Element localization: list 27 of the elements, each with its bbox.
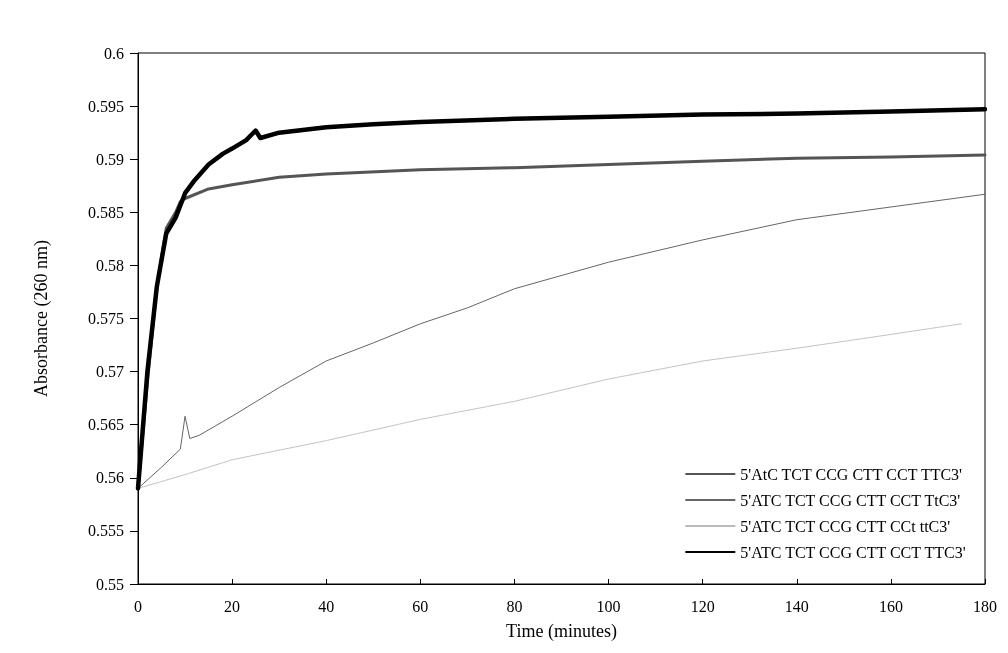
y-tick-label: 0.57 xyxy=(96,363,124,381)
x-tick-label: 100 xyxy=(596,597,621,615)
y-tick-label: 0.595 xyxy=(88,97,124,115)
y-tick-label: 0.585 xyxy=(88,203,124,221)
y-axis-title: Absorbance (260 nm) xyxy=(31,240,52,397)
y-tick-label: 0.555 xyxy=(88,522,124,540)
y-tick-label: 0.59 xyxy=(96,150,124,168)
y-tick-label: 0.55 xyxy=(96,575,124,593)
y-tick-label: 0.58 xyxy=(96,256,124,274)
x-tick-label: 40 xyxy=(318,597,335,615)
x-tick-label: 140 xyxy=(784,597,809,615)
x-tick-label: 120 xyxy=(690,597,715,615)
x-axis-title: Time (minutes) xyxy=(506,621,617,642)
legend-label: 5'AtC TCT CCG CTT CCT TTC3' xyxy=(740,465,963,483)
legend-label: 5'ATC TCT CCG CTT CCt ttC3' xyxy=(740,517,951,535)
x-tick-label: 0 xyxy=(134,597,142,615)
y-tick-label: 0.6 xyxy=(104,44,124,62)
y-tick-label: 0.575 xyxy=(88,310,124,327)
x-tick-label: 80 xyxy=(506,597,523,615)
y-tick-label: 0.565 xyxy=(88,416,124,434)
x-tick-label: 180 xyxy=(973,597,997,615)
x-tick-label: 160 xyxy=(878,597,903,615)
x-tick-label: 20 xyxy=(224,597,241,615)
legend-label: 5'ATC TCT CCG CTT CCT TTC3' xyxy=(740,543,966,561)
legend-label: 5'ATC TCT CCG CTT CCT TtC3' xyxy=(740,491,961,509)
x-tick-label: 60 xyxy=(412,597,429,615)
y-tick-label: 0.56 xyxy=(96,469,124,487)
